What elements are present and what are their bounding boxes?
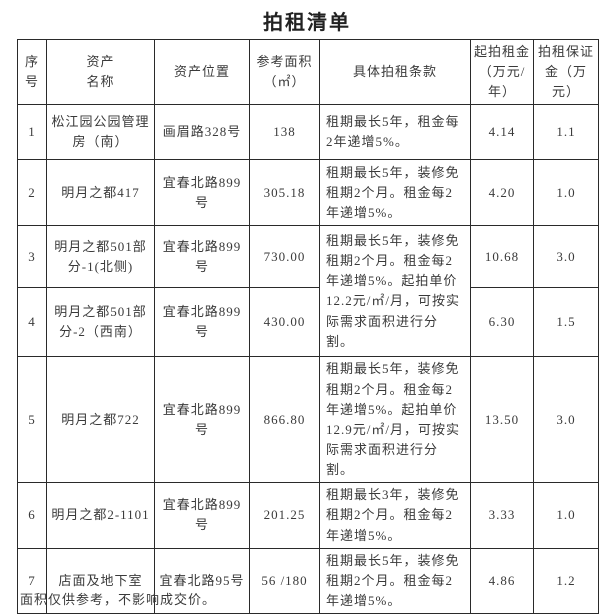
footer-note: 面积仅供参考，不影响成交价。 [20,592,217,607]
cell-name: 明月之都501部分-2（西南） [46,287,155,358]
cell-terms-merged: 租期最长5年，装修免租期2个月。租金每2年递增5%。起拍单价12.2元/㎡/月，… [319,225,471,358]
table-row: 3 明月之都501部分-1(北侧) 宜春北路899号 730.00 租期最长5年… [17,225,599,358]
cell-location: 画眉路328号 [154,104,250,161]
table-row: 4 明月之都501部分-2（西南） 宜春北路899号 430.00 6.30 1… [17,287,599,358]
cell-area: 730.00 [249,225,320,289]
cell-name: 明月之都417 [46,159,155,227]
cell-no: 7 [17,547,47,614]
cell-no: 4 [17,287,47,358]
table-row: 7 店面及地下室 宜春北路95号 56 /180 租期最长5年，装修免租期2个月… [17,547,599,614]
cell-area: 866.80 [249,356,320,484]
cell-deposit: 3.0 [533,225,599,289]
cell-deposit: 1.0 [533,159,599,227]
cell-name: 明月之都722 [46,356,155,484]
cell-rent: 3.33 [470,482,534,549]
cell-location: 宜春北路899号 [154,356,250,484]
cell-location: 宜春北路899号 [154,482,250,549]
cell-rent: 13.50 [470,356,534,484]
cell-terms: 租期最长5年，租金每2年递增5%。 [319,104,471,161]
page-title: 拍租清单 [263,12,351,34]
cell-location: 宜春北路899号 [154,287,250,358]
table-row: 5 明月之都722 宜春北路899号 866.80 租期最长5年，装修免租期2个… [17,356,599,484]
cell-deposit: 1.2 [533,547,599,614]
cell-no: 1 [17,104,47,161]
cell-rent: 6.30 [470,287,534,358]
cell-area: 138 [249,104,320,161]
rental-list-table: 序号 资产 名称 资产位置 参考面积（㎡） 具体拍租条款 起拍租金（万元/年） … [17,38,599,614]
cell-area: 201.25 [249,482,320,549]
cell-no: 5 [17,356,47,484]
cell-name: 明月之都2-1101 [46,482,155,549]
cell-deposit: 1.5 [533,287,599,358]
cell-area: 305.18 [249,159,320,227]
cell-no: 2 [17,159,47,227]
cell-name: 松江园公园管理房（南） [46,104,155,161]
cell-deposit: 3.0 [533,356,599,484]
cell-terms: 租期最长5年，装修免租期2个月。租金每2年递增5%。起拍单价12.9元/㎡/月，… [319,356,471,484]
cell-terms: 租期最长5年，装修免租期2个月。租金每2年递增5%。 [319,159,471,227]
col-header-rent: 起拍租金（万元/年） [470,38,534,106]
cell-rent: 4.86 [470,547,534,614]
table-header-row: 序号 资产 名称 资产位置 参考面积（㎡） 具体拍租条款 起拍租金（万元/年） … [17,38,599,106]
col-header-deposit: 拍租保证金（万元） [533,38,599,106]
cell-rent: 10.68 [470,225,534,289]
table-row: 1 松江园公园管理房（南） 画眉路328号 138 租期最长5年，租金每2年递增… [17,104,599,161]
cell-area: 56 /180 [249,547,320,614]
col-header-name: 资产 名称 [46,38,155,106]
cell-terms: 租期最长3年，装修免租期2个月。租金每2年递增5%。 [319,482,471,549]
cell-deposit: 1.0 [533,482,599,549]
cell-location: 宜春北路899号 [154,159,250,227]
table-row: 2 明月之都417 宜春北路899号 305.18 租期最长5年，装修免租期2个… [17,159,599,227]
table-row: 6 明月之都2-1101 宜春北路899号 201.25 租期最长3年，装修免租… [17,482,599,549]
cell-area: 430.00 [249,287,320,358]
cell-deposit: 1.1 [533,104,599,161]
col-header-area: 参考面积（㎡） [249,38,320,106]
cell-no: 6 [17,482,47,549]
cell-no: 3 [17,225,47,289]
cell-rent: 4.20 [470,159,534,227]
cell-terms: 租期最长5年，装修免租期2个月。租金每2年递增5%。 [319,547,471,614]
col-header-no: 序号 [17,38,47,106]
cell-name: 明月之都501部分-1(北侧) [46,225,155,289]
cell-location: 宜春北路899号 [154,225,250,289]
cell-rent: 4.14 [470,104,534,161]
col-header-location: 资产位置 [154,38,250,106]
col-header-terms: 具体拍租条款 [319,38,471,106]
